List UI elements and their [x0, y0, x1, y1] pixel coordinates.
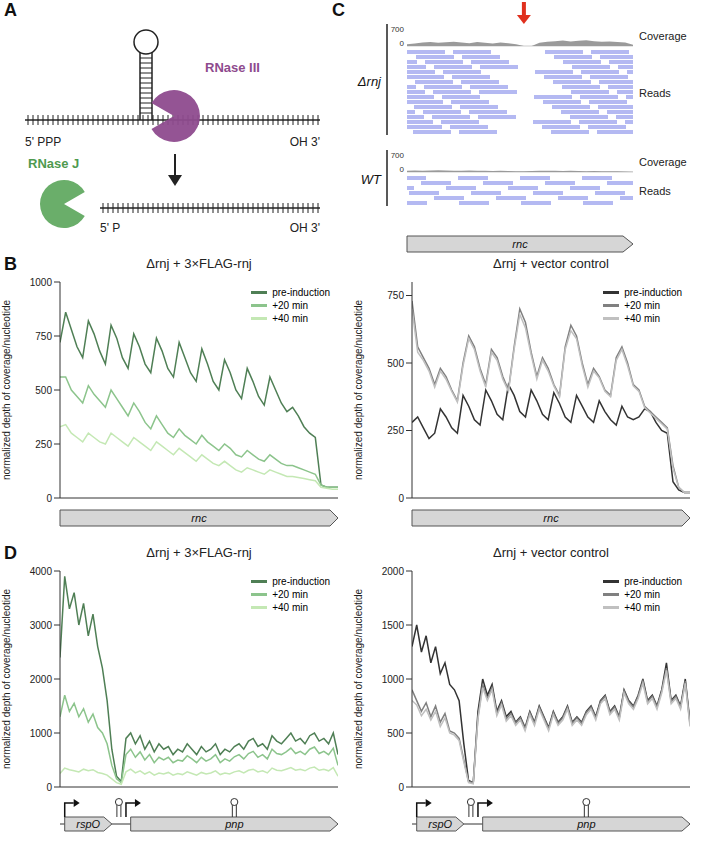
svg-text:5' PPP: 5' PPP — [25, 135, 61, 149]
svg-text:WT: WT — [361, 172, 382, 187]
html-text:A: A — [4, 0, 17, 20]
html-text:C: C — [332, 0, 345, 20]
html-text:D: D — [4, 543, 17, 563]
svg-text:500: 500 — [35, 385, 52, 396]
svg-text:Reads: Reads — [639, 87, 671, 99]
svg-text:700: 700 — [391, 25, 405, 34]
svg-text:1000: 1000 — [30, 277, 53, 288]
svg-text:3000: 3000 — [30, 620, 53, 631]
svg-text:OH 3': OH 3' — [290, 221, 320, 235]
svg-text:normalized depth of coverage/n: normalized depth of coverage/nucleotide — [1, 589, 12, 770]
svg-text:250: 250 — [387, 425, 404, 436]
svg-text:700: 700 — [391, 151, 405, 160]
html-text:pre-induction: pre-induction — [624, 287, 682, 298]
svg-text:250: 250 — [35, 439, 52, 450]
html-text:+20 min: +20 min — [272, 589, 308, 600]
svg-text:RNase III: RNase III — [205, 60, 260, 75]
svg-text:500: 500 — [387, 728, 404, 739]
html-text:+40 min: +40 min — [624, 602, 660, 613]
svg-text:4000: 4000 — [30, 566, 53, 577]
svg-text:Coverage: Coverage — [639, 30, 687, 42]
svg-text:normalized depth of coverage/n: normalized depth of coverage/nucleotide — [353, 589, 364, 770]
svg-text:RNase J: RNase J — [28, 156, 79, 171]
html-text:+40 min: +40 min — [624, 313, 660, 324]
html-text:+20 min: +20 min — [624, 300, 660, 311]
svg-text:normalized depth of coverage/n: normalized depth of coverage/nucleotide — [1, 300, 12, 481]
svg-text:Coverage: Coverage — [639, 156, 687, 168]
html-text:pre-induction: pre-induction — [624, 576, 682, 587]
svg-text:normalized depth of coverage/n: normalized depth of coverage/nucleotide — [353, 300, 364, 481]
html-text:+40 min: +40 min — [272, 602, 308, 613]
svg-text:rnc: rnc — [543, 512, 559, 524]
html-text:Δrnj + 3×FLAG-rnj: Δrnj + 3×FLAG-rnj — [146, 256, 252, 271]
svg-text:500: 500 — [387, 358, 404, 369]
svg-text:1000: 1000 — [30, 728, 53, 739]
svg-text:0: 0 — [46, 493, 52, 504]
svg-text:2000: 2000 — [30, 674, 53, 685]
svg-text:0: 0 — [400, 39, 405, 48]
svg-text:750: 750 — [35, 331, 52, 342]
svg-text:rspO: rspO — [428, 818, 452, 830]
svg-text:0: 0 — [46, 782, 52, 793]
html-text:pre-induction: pre-induction — [272, 576, 330, 587]
svg-text:1000: 1000 — [382, 674, 405, 685]
svg-text:0: 0 — [400, 165, 405, 174]
html-text:pre-induction: pre-induction — [272, 287, 330, 298]
svg-text:rspO: rspO — [76, 818, 100, 830]
svg-text:OH 3': OH 3' — [290, 135, 320, 149]
svg-text:Δrnj: Δrnj — [357, 74, 382, 89]
svg-text:Reads: Reads — [639, 185, 671, 197]
html-text:Δrnj + vector control: Δrnj + vector control — [493, 256, 609, 271]
html-text:+40 min: +40 min — [272, 313, 308, 324]
html-text:+20 min: +20 min — [272, 300, 308, 311]
html-text:B: B — [4, 254, 17, 274]
html-text:+20 min: +20 min — [624, 589, 660, 600]
svg-text:pnp: pnp — [576, 818, 595, 830]
svg-text:1500: 1500 — [382, 620, 405, 631]
svg-text:0: 0 — [398, 493, 404, 504]
svg-text:5' P: 5' P — [100, 221, 120, 235]
svg-text:0: 0 — [398, 782, 404, 793]
svg-text:2000: 2000 — [382, 566, 405, 577]
html-text:Δrnj + 3×FLAG-rnj: Δrnj + 3×FLAG-rnj — [146, 545, 252, 560]
svg-text:rnc: rnc — [191, 512, 207, 524]
svg-text:750: 750 — [387, 290, 404, 301]
svg-text:pnp: pnp — [224, 818, 243, 830]
html-text:Δrnj + vector control: Δrnj + vector control — [493, 545, 609, 560]
svg-text:rnc: rnc — [512, 238, 528, 250]
